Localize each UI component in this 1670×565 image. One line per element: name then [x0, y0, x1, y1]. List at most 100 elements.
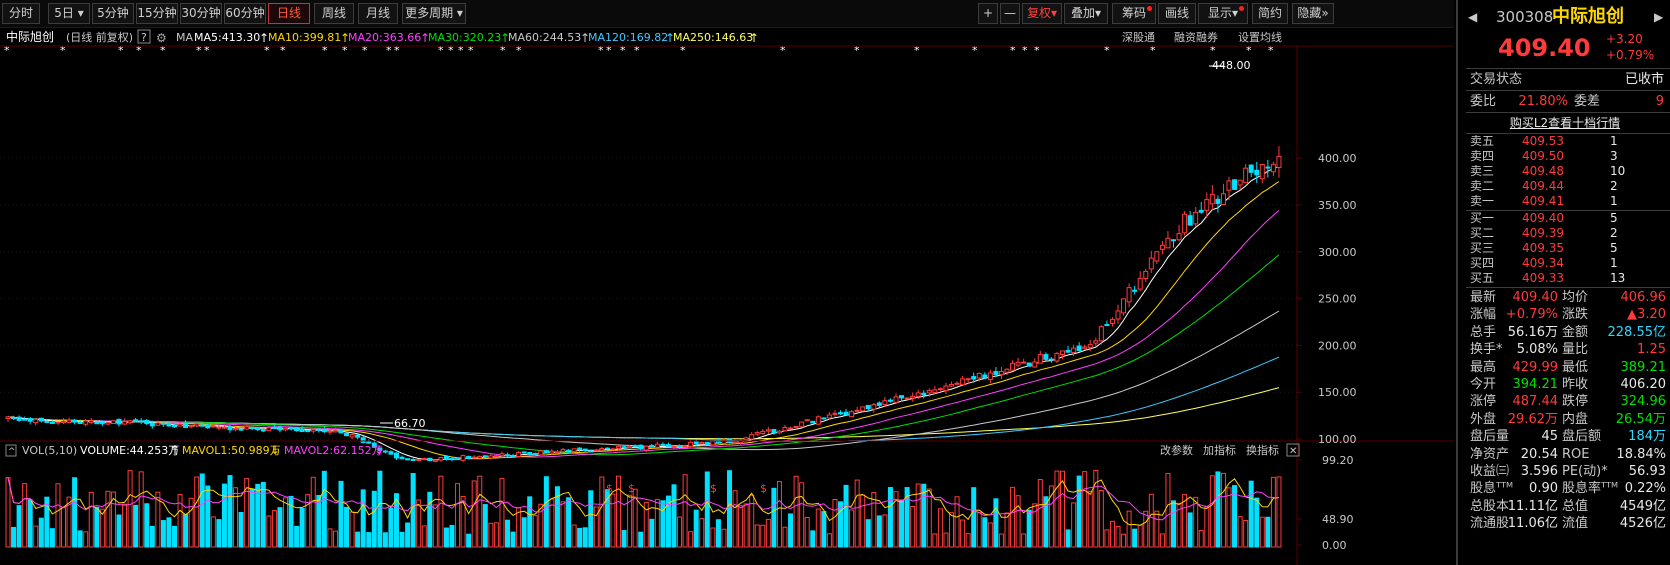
- volume-bar: [371, 490, 377, 548]
- candle-body: [122, 421, 128, 425]
- hide-button[interactable]: 隐藏»: [1292, 3, 1334, 24]
- volume-bar: [1126, 510, 1132, 548]
- period-tab[interactable]: 15分钟: [136, 3, 178, 24]
- event-marker-icon: *: [60, 44, 66, 57]
- candle-body: [477, 455, 483, 459]
- stat-value: 394.21: [1512, 377, 1559, 392]
- stat-value: 487.44: [1512, 394, 1559, 410]
- volume-bar: [743, 503, 749, 548]
- candle-body: [1076, 345, 1082, 351]
- volume-bar: [38, 517, 44, 548]
- overlay-dropdown[interactable]: 叠加▾: [1064, 3, 1108, 24]
- period-tab[interactable]: 5分钟: [92, 3, 134, 24]
- weibi-value: 21.80%: [1518, 94, 1568, 109]
- volume-bar: [1187, 512, 1193, 548]
- volume-bar: [893, 491, 899, 548]
- volume-bar: [83, 531, 89, 548]
- level-volume: 10: [1610, 164, 1626, 178]
- stat-label: 均价: [1562, 290, 1589, 305]
- prev-stock-icon[interactable]: ◀: [1468, 10, 1478, 24]
- level-label: 卖四: [1470, 149, 1495, 163]
- stat-value: 4526亿: [1619, 516, 1666, 532]
- candle-body: [66, 419, 72, 424]
- candle-body: [749, 434, 755, 440]
- gear-icon[interactable]: ⚙: [156, 31, 167, 45]
- stat-label: 总值: [1562, 498, 1589, 514]
- candle-body: [782, 426, 788, 432]
- candle-body: [149, 422, 155, 427]
- event-marker-icon: *: [394, 44, 400, 57]
- candle-body: [260, 429, 266, 432]
- stat-value: 1.25: [1637, 342, 1666, 358]
- change-params-link[interactable]: 改参数: [1160, 443, 1193, 457]
- close-icon[interactable]: ✕: [1289, 446, 1297, 457]
- link-hk-connect[interactable]: 深股通: [1122, 31, 1155, 44]
- period-tab-active[interactable]: 日线: [268, 3, 310, 24]
- link-ma-settings[interactable]: 设置均线: [1238, 30, 1282, 44]
- volume-bar: [416, 499, 422, 548]
- volume-bar: [838, 501, 843, 548]
- buy-l2-link[interactable]: 购买L2查看十档行情: [1509, 116, 1621, 130]
- draw-button[interactable]: 画线: [1158, 3, 1196, 24]
- display-dropdown[interactable]: 显示▾: [1198, 3, 1248, 24]
- zoom-out-button[interactable]: —: [1000, 3, 1020, 24]
- stock-code: 300308: [1496, 8, 1554, 26]
- event-marker-icon: *: [680, 44, 686, 57]
- volume-bar: [577, 527, 583, 548]
- volume-bar: [366, 532, 372, 548]
- period-tab[interactable]: 周线: [314, 3, 354, 24]
- switch-indicator-link[interactable]: 换指标: [1246, 443, 1279, 457]
- volume-bar: [172, 525, 177, 548]
- volume-bar: [876, 515, 882, 548]
- collapse-icon-glyph: ^: [8, 447, 16, 457]
- candle-body: [1087, 344, 1093, 349]
- candle-body: [1176, 233, 1182, 241]
- candle-body: [810, 420, 816, 424]
- help-icon[interactable]: [137, 29, 151, 44]
- next-stock-icon[interactable]: ▶: [1654, 10, 1664, 24]
- volume-bar: [360, 489, 366, 548]
- zoom-in-button[interactable]: +: [978, 3, 998, 24]
- candle-body: [177, 423, 183, 427]
- candle-body: [1143, 270, 1149, 280]
- period-tab[interactable]: 30分钟: [180, 3, 222, 24]
- stat-row: 涨幅 +0.79% 涨跌 ▲3.20: [1458, 306, 1670, 323]
- candle-body: [371, 442, 377, 448]
- level-price: 409.35: [1522, 241, 1564, 255]
- stat-label: 最高: [1470, 359, 1497, 375]
- stat-label: 量比: [1562, 342, 1589, 358]
- period-tab[interactable]: 5日 ▾: [48, 3, 90, 24]
- period-tab[interactable]: 月线: [358, 3, 398, 24]
- candle-body: [854, 409, 860, 412]
- more-periods-label: 更多周期: [405, 6, 454, 20]
- chips-button[interactable]: 筹码: [1112, 3, 1156, 24]
- volume-bar: [993, 498, 999, 548]
- adjust-dropdown[interactable]: 复权▾: [1022, 3, 1062, 24]
- volume-bar: [99, 508, 105, 548]
- event-marker-icon: *: [160, 44, 166, 57]
- volume-bar: [455, 483, 461, 548]
- period-tab[interactable]: 60分钟: [224, 3, 266, 24]
- candle-body: [671, 445, 677, 448]
- collapse-icon[interactable]: [5, 444, 17, 457]
- simple-button[interactable]: 简约: [1252, 3, 1288, 24]
- candle-body: [821, 417, 827, 420]
- volume-bar: [122, 503, 128, 548]
- event-marker-icon: *: [620, 44, 626, 57]
- volume-bar: [449, 524, 455, 548]
- volume-bar: [643, 501, 649, 548]
- close-icon-box[interactable]: [1286, 443, 1300, 457]
- period-tab[interactable]: 分时: [2, 3, 40, 24]
- kline-chart[interactable]: * * * * * * * * * * * * * * * * * * * * * * * * * * * * * * * * * * * * * $ $ $…: [0, 28, 1454, 565]
- more-periods-dropdown[interactable]: 更多周期 ▾: [402, 3, 466, 24]
- ma30-line: [7, 254, 1280, 456]
- volume-bar: [915, 483, 921, 548]
- up-arrow-icon: ↑: [665, 31, 675, 45]
- add-indicator-link[interactable]: 加指标: [1203, 443, 1236, 457]
- volume-bar: [338, 480, 344, 548]
- link-margin[interactable]: 融资融券: [1174, 30, 1218, 44]
- volume-bar: [849, 509, 855, 548]
- event-markers: * * * * * * * * * * * * * * * * * * * * * * * * * * * * * * * * * * * * * $ $ $…: [4, 44, 1274, 495]
- volume-bar: [5, 477, 11, 548]
- volume-bar: [843, 484, 849, 548]
